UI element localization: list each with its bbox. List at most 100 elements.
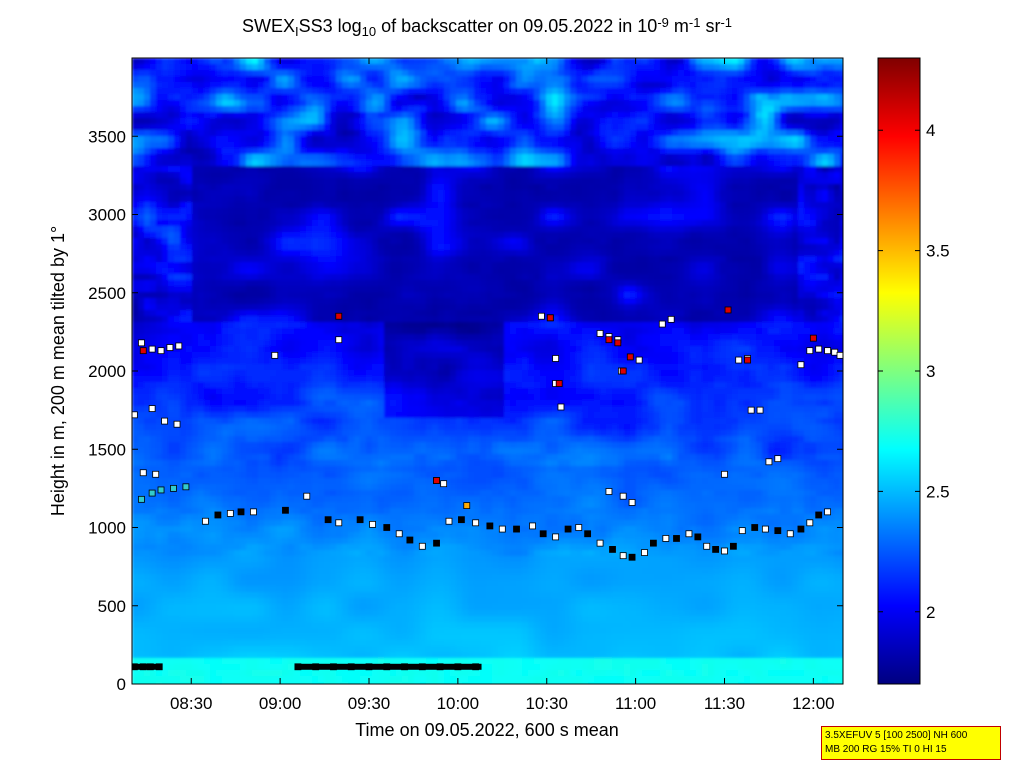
marker-cloud-base xyxy=(786,530,794,538)
marker-cloud-base xyxy=(751,524,759,531)
marker-mid-layer xyxy=(765,458,773,466)
marker-cloud-base xyxy=(383,524,391,531)
surface-marker-band xyxy=(294,663,482,670)
marker-high-backscatter xyxy=(335,312,343,320)
colorbar-tick-label: 4 xyxy=(926,121,935,140)
marker-cloud-base xyxy=(498,525,506,533)
marker-cloud-base xyxy=(486,522,494,530)
marker-high-backscatter xyxy=(546,314,554,322)
marker-high-backscatter xyxy=(463,502,471,509)
marker-cloud-base xyxy=(761,525,769,533)
processing-info-box: 3.5XEFUV 5 [100 2500] NH 600 MB 200 RG 1… xyxy=(821,726,1001,760)
title-part-7: -1 xyxy=(689,15,701,30)
cloud-markers xyxy=(132,306,843,671)
colorbar-ticks: 2 2.5 3 3.5 4 xyxy=(878,121,950,622)
marker-high-backscatter xyxy=(744,356,752,364)
y-axis-label: Height in m, 200 m mean tilted by 1° xyxy=(48,226,68,516)
marker-high-backscatter xyxy=(619,367,627,375)
heatmap-cells xyxy=(132,58,843,684)
marker-upper-layer xyxy=(271,351,279,359)
marker-cloud-base xyxy=(552,533,560,541)
title-part-1: I xyxy=(295,24,299,39)
info-line-2: MB 200 RG 15% TI 0 HI 15 xyxy=(825,744,947,755)
title-part-8: sr xyxy=(700,16,720,36)
title-part-4: of backscatter on 09.05.2022 in 10 xyxy=(376,16,657,36)
marker-cloud-base xyxy=(824,508,831,516)
marker-high-backscatter xyxy=(626,353,634,361)
marker-cloud-base xyxy=(369,520,376,528)
marker-cloud-base xyxy=(584,530,592,538)
marker-upper-layer xyxy=(806,347,814,355)
marker-cloud-base xyxy=(418,542,426,550)
marker-cloud-base xyxy=(774,527,782,535)
marker-upper-layer xyxy=(335,336,343,344)
marker-mid-layer xyxy=(721,470,728,478)
marker-upper-layer xyxy=(658,320,666,328)
x-axis: 08:30 09:00 09:30 10:00 10:30 11:00 11:30 12:00 xyxy=(170,58,835,713)
marker-cloud-base xyxy=(673,535,680,542)
marker-cloud-base xyxy=(738,527,746,535)
marker-upper-layer xyxy=(538,312,545,320)
info-line-1: 3.5XEFUV 5 [100 2500] NH 600 xyxy=(825,730,968,741)
marker-upper-layer xyxy=(166,344,174,351)
marker-cloud-base xyxy=(712,546,720,553)
marker-cloud-base xyxy=(721,547,728,555)
y-tick-label: 500 xyxy=(98,597,126,616)
marker-cloud-base xyxy=(539,530,547,538)
marker-mid-layer xyxy=(557,403,565,411)
marker-cloud-base xyxy=(703,542,711,550)
marker-cloud-base xyxy=(649,539,657,547)
title-part-2: SS3 log xyxy=(299,16,362,36)
marker-mid-layer xyxy=(132,411,138,419)
y-axis: 0 500 1000 1500 2000 2500 3000 3500 xyxy=(88,127,843,694)
marker-upper-layer xyxy=(824,347,831,355)
marker-cloud-base xyxy=(628,553,636,561)
y-tick-label: 3500 xyxy=(88,127,126,146)
marker-cloud-base xyxy=(458,516,465,524)
marker-cloud-base xyxy=(729,542,737,550)
marker-cloud-base xyxy=(282,506,289,514)
marker-cloud-base xyxy=(529,522,536,530)
marker-high-backscatter xyxy=(139,347,147,355)
marker-cloud-base xyxy=(157,486,165,494)
marker-cloud-base xyxy=(148,489,156,497)
marker-mid-layer xyxy=(152,470,160,478)
marker-cloud-base xyxy=(433,539,440,547)
marker-upper-layer xyxy=(138,339,145,347)
marker-cloud-base xyxy=(303,492,311,500)
x-axis-label: Time on 09.05.2022, 600 s mean xyxy=(355,720,619,740)
marker-upper-layer xyxy=(797,361,805,369)
marker-cloud-base xyxy=(641,549,648,556)
x-tick-label: 10:00 xyxy=(437,694,480,713)
marker-cloud-base xyxy=(324,516,332,524)
title-part-9: -1 xyxy=(720,15,732,30)
colorbar-tick-label: 2.5 xyxy=(926,482,950,501)
marker-upper-layer xyxy=(667,315,675,323)
colorbar-tick-label: 2 xyxy=(926,603,935,622)
marker-high-backscatter xyxy=(614,339,622,347)
marker-cloud-base xyxy=(619,552,627,560)
title-part-5: -9 xyxy=(657,15,669,30)
x-tick-label: 11:00 xyxy=(615,694,656,713)
marker-cloud-base xyxy=(694,533,702,541)
marker-cloud-base xyxy=(250,508,257,516)
marker-cloud-base xyxy=(445,517,453,525)
marker-cloud-base xyxy=(815,511,823,519)
marker-cloud-base xyxy=(202,517,209,525)
marker-mid-layer xyxy=(747,406,755,414)
y-tick-label: 2500 xyxy=(88,284,126,303)
marker-mid-layer xyxy=(628,499,636,506)
marker-high-backscatter xyxy=(605,336,613,344)
colorbar xyxy=(877,57,921,685)
y-tick-label: 3000 xyxy=(88,206,126,225)
marker-high-backscatter xyxy=(724,306,732,314)
marker-cloud-base xyxy=(335,519,343,527)
marker-mid-layer xyxy=(161,417,168,425)
x-tick-label: 11:30 xyxy=(704,694,745,713)
colorbar-tick-label: 3.5 xyxy=(926,242,950,261)
marker-cloud-base xyxy=(395,530,403,538)
marker-high-backscatter xyxy=(555,380,563,387)
marker-upper-layer xyxy=(635,356,643,364)
marker-mid-layer xyxy=(148,405,156,412)
